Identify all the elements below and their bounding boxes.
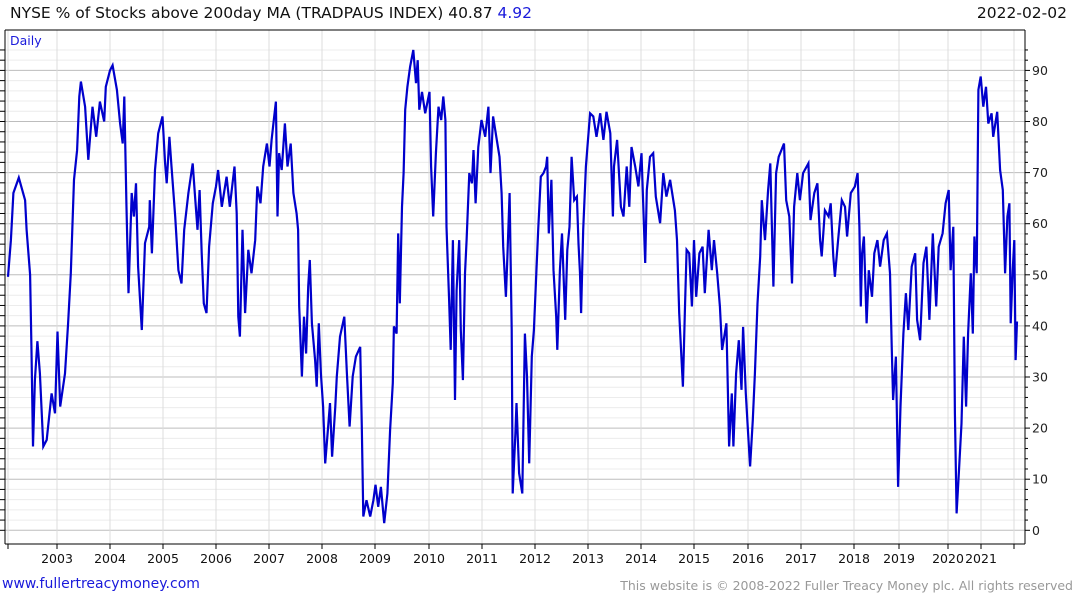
x-tick-label: 2009 xyxy=(359,551,391,566)
x-tick-label: 2014 xyxy=(625,551,657,566)
axes: 0 10 20 30 40 50 60 70 80 90 2003 2004 2005 2006 2007 2… xyxy=(0,29,1048,566)
x-tick-label: 2016 xyxy=(732,551,764,566)
series-layer xyxy=(6,49,1019,524)
x-tick-label: 2008 xyxy=(306,551,338,566)
y-tick-label: 70 xyxy=(1032,165,1048,180)
x-tick-label: 2012 xyxy=(519,551,551,566)
y-tick-label: 90 xyxy=(1032,63,1048,78)
last-value: 40.87 xyxy=(448,4,493,22)
series-line-tradpaus xyxy=(6,49,1019,524)
y-tick-label: 80 xyxy=(1032,114,1048,129)
y-tick-label: 20 xyxy=(1032,421,1048,436)
x-tick-label: 2007 xyxy=(253,551,285,566)
x-tick-label: 2019 xyxy=(883,551,915,566)
x-tick-label: 2017 xyxy=(785,551,817,566)
chart-date: 2022-02-02 xyxy=(976,4,1067,22)
x-tick-label: 2004 xyxy=(94,551,126,566)
website-link[interactable]: www.fullertreacymoney.com xyxy=(2,576,200,592)
x-tick-label: 2010 xyxy=(413,551,445,566)
x-tick-label: 2003 xyxy=(41,551,73,566)
y-tick-label: 30 xyxy=(1032,370,1048,385)
copyright-text: This website is © 2008-2022 Fuller Treac… xyxy=(620,578,1073,593)
x-tick-label: 2018 xyxy=(838,551,870,566)
change-value: 4.92 xyxy=(497,4,533,22)
y-tick-label: 0 xyxy=(1032,523,1040,538)
y-tick-label: 60 xyxy=(1032,216,1048,231)
y-tick-label: 40 xyxy=(1032,318,1048,333)
x-tick-label: 2015 xyxy=(678,551,710,566)
x-tick-label: 2021 xyxy=(965,551,997,566)
y-tick-label: 50 xyxy=(1032,267,1048,282)
x-tick-label: 2011 xyxy=(466,551,498,566)
y-tick-label: 10 xyxy=(1032,472,1048,487)
title-text: NYSE % of Stocks above 200day MA (TRADPA… xyxy=(10,4,444,22)
frequency-label: Daily xyxy=(10,33,42,48)
x-tick-label: 2006 xyxy=(200,551,232,566)
x-tick-label: 2020 xyxy=(932,551,964,566)
x-tick-label: 2013 xyxy=(572,551,604,566)
chart-title: NYSE % of Stocks above 200day MA (TRADPA… xyxy=(10,4,532,22)
x-tick-label: 2005 xyxy=(147,551,179,566)
